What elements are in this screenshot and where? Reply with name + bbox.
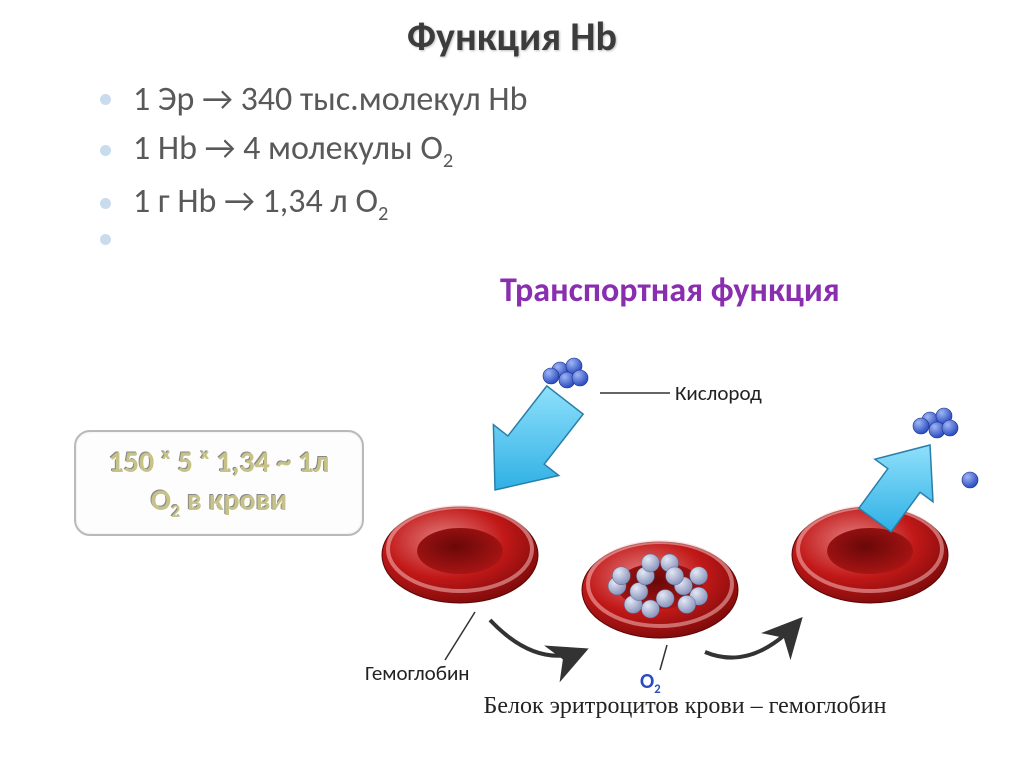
diagram-svg <box>370 290 1000 720</box>
bullet-text: 1 Эр → 340 тыс.молекул Нb <box>133 79 527 120</box>
bullet-item: 1 Эр → 340 тыс.молекул Нb <box>100 79 1024 120</box>
diagram-caption: Белок эритроцитов крови – гемоглобин <box>370 693 1000 720</box>
bullet-item: 1 г Hb → 1,34 л О2 <box>100 181 1024 226</box>
bullet-dot-icon <box>100 94 111 105</box>
bullet-text: 1 г Hb → 1,34 л О2 <box>133 181 388 226</box>
bullet-item <box>100 234 1024 245</box>
page-title: Функция Нb <box>0 0 1024 61</box>
bullet-dot-icon <box>100 234 111 245</box>
label-hemoglobin: Гемоглобин <box>365 660 470 686</box>
formula-text: 150 ˣ 5 ˣ 1,34 ~ 1л О2 в крови <box>86 444 352 522</box>
bullet-text: 1 Hb → 4 молекулы О2 <box>133 128 453 173</box>
bullet-list: 1 Эр → 340 тыс.молекул Нb 1 Hb → 4 молек… <box>100 79 1024 245</box>
formula-box: 150 ˣ 5 ˣ 1,34 ~ 1л О2 в крови <box>74 430 364 536</box>
bullet-item: 1 Hb → 4 молекулы О2 <box>100 128 1024 173</box>
label-oxygen: Кислород <box>675 380 762 406</box>
bullet-dot-icon <box>100 198 111 209</box>
bullet-dot-icon <box>100 145 111 156</box>
transport-diagram: Транспортная функция <box>370 270 1000 730</box>
